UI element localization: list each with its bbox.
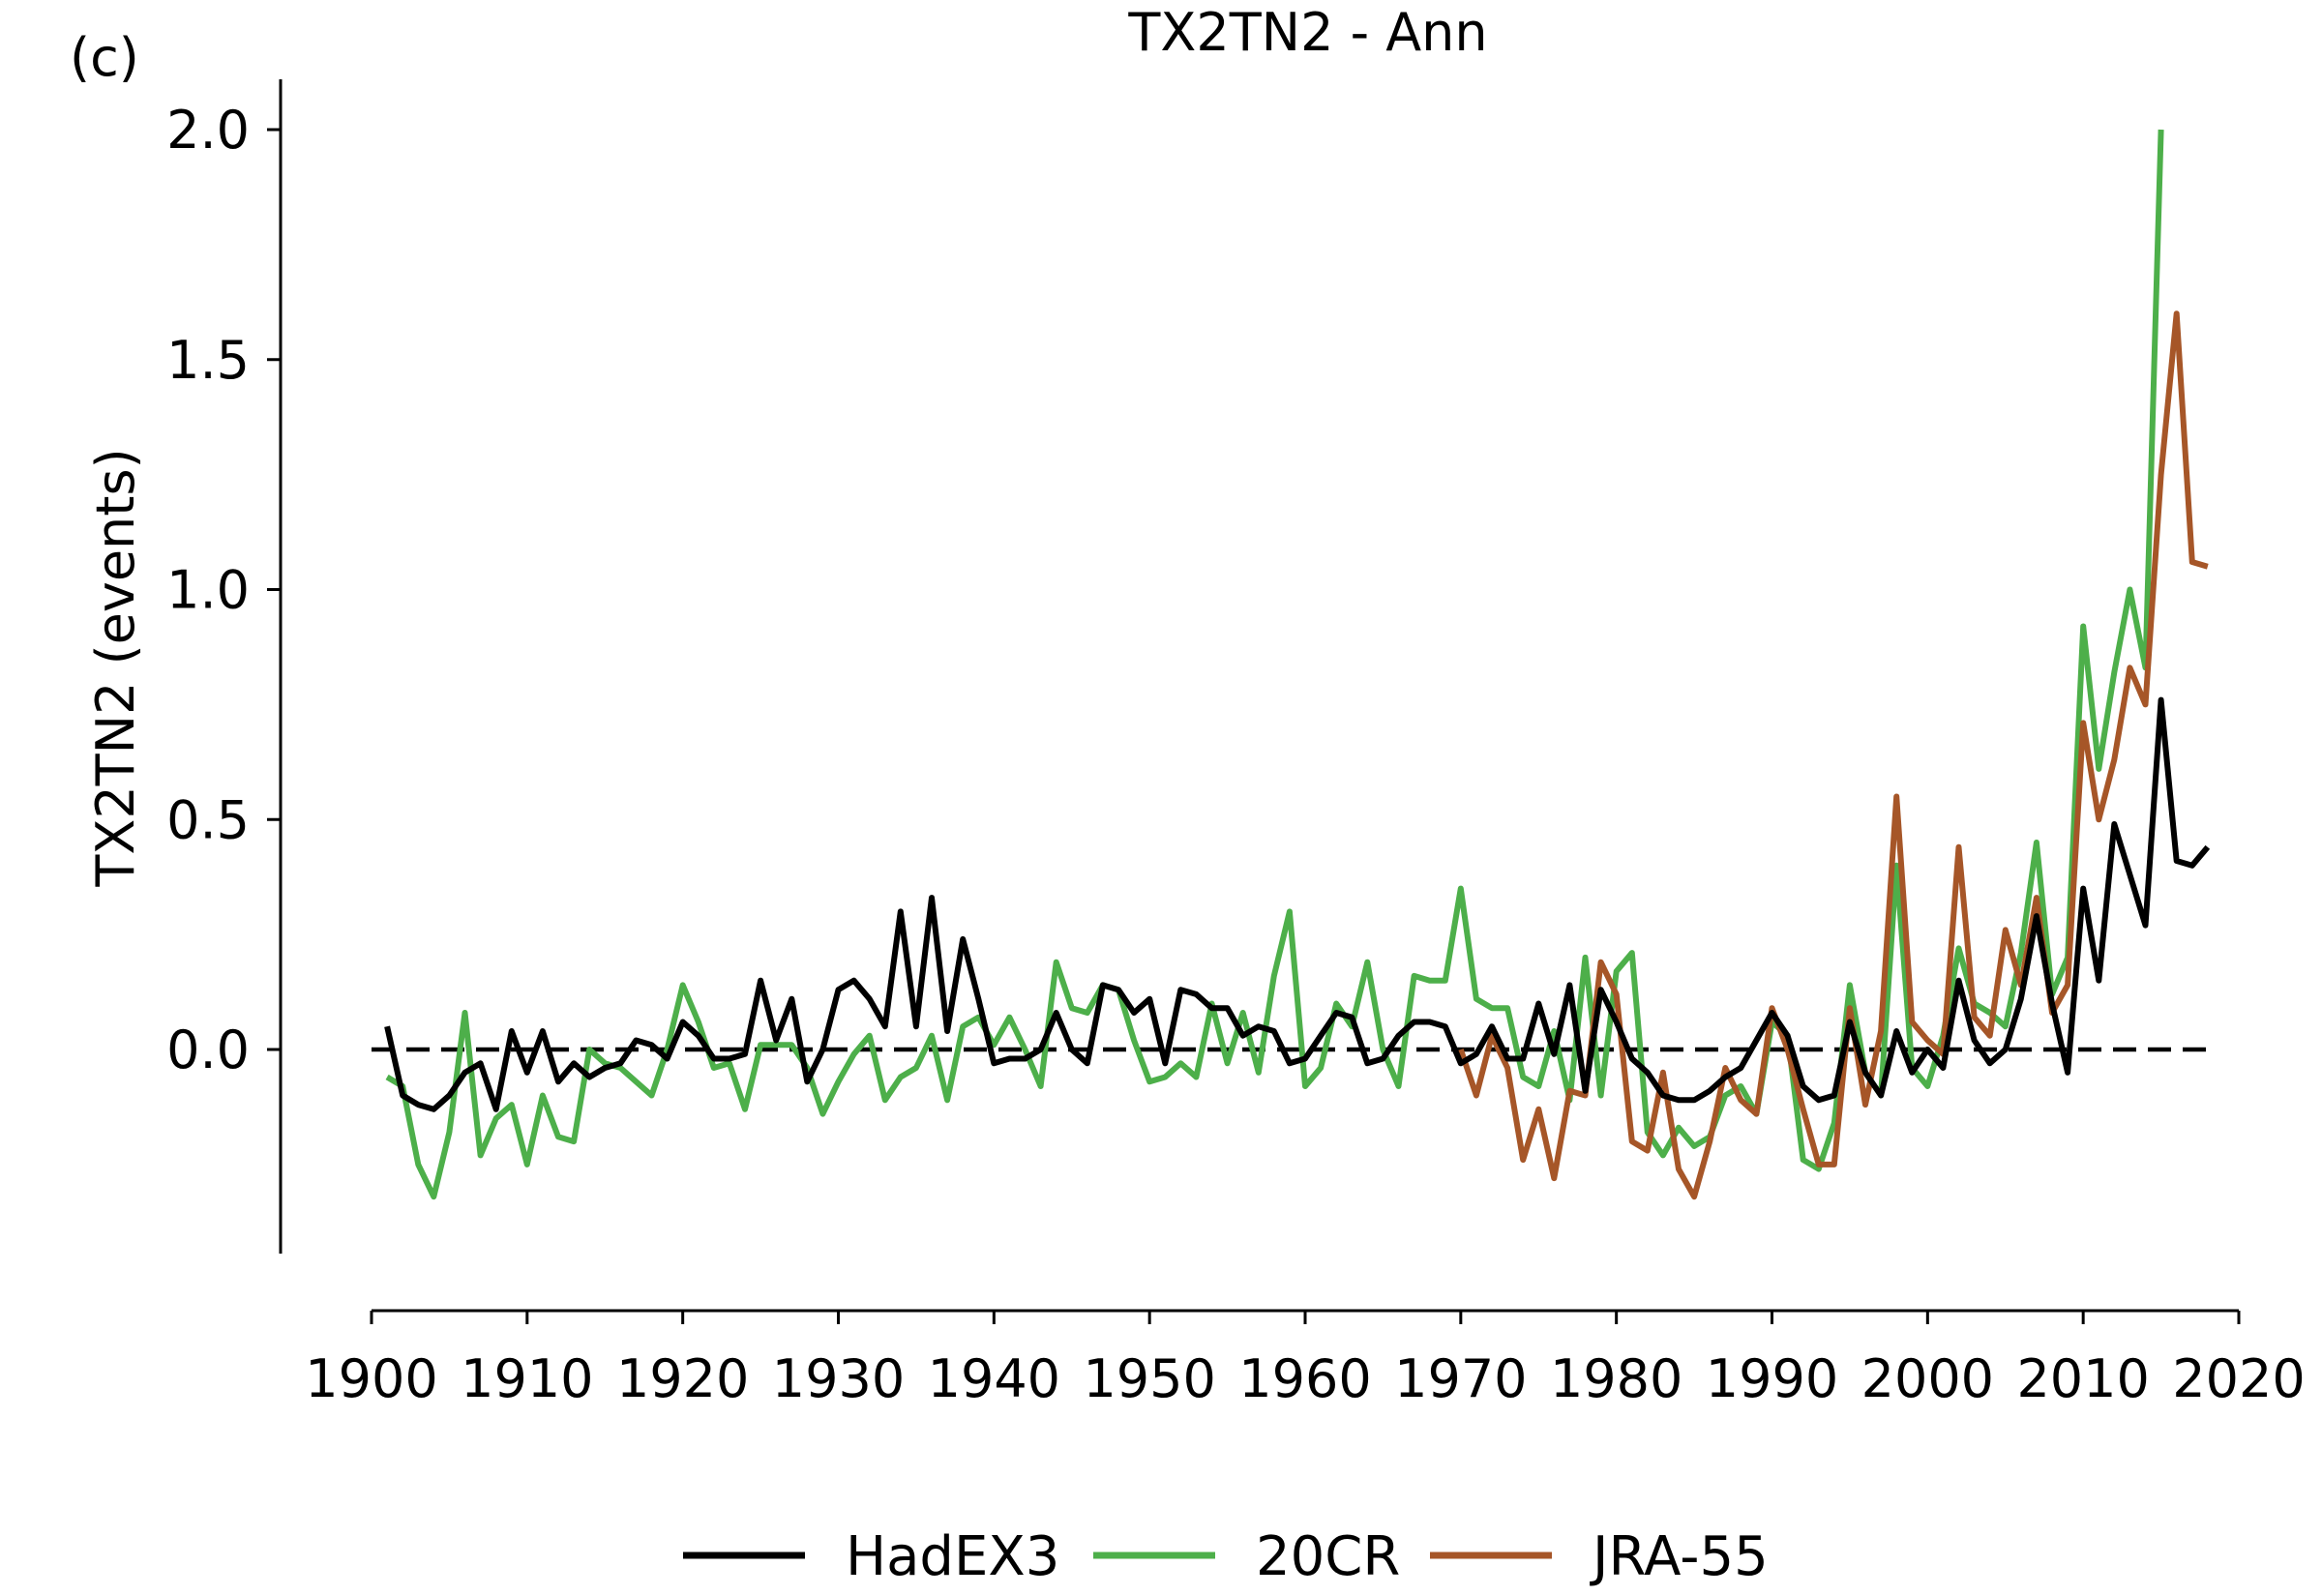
y-tick-label: 2.0 bbox=[166, 100, 250, 161]
series-line-hadex3 bbox=[384, 696, 2211, 1112]
x-tick-label: 1950 bbox=[1083, 1348, 1215, 1409]
y-tick-label: 1.0 bbox=[166, 560, 250, 621]
y-ticks: 0.0 0.5 1.0 1.5 2.0 bbox=[166, 100, 281, 1080]
x-tick-label: 1970 bbox=[1394, 1348, 1527, 1409]
x-tick-label: 1980 bbox=[1550, 1348, 1682, 1409]
legend-label-20cr: 20CR bbox=[1256, 1525, 1400, 1588]
y-tick-label: 1.5 bbox=[166, 330, 250, 391]
legend-item-hadex3: HadEX3 bbox=[683, 1525, 1059, 1588]
legend-label-jra55: JRA-55 bbox=[1590, 1525, 1769, 1588]
legend-label-hadex3: HadEX3 bbox=[846, 1525, 1059, 1588]
x-tick-label: 1900 bbox=[305, 1348, 437, 1409]
y-axis-label: TX2TN2 (events) bbox=[85, 448, 146, 887]
legend-item-jra55: JRA-55 bbox=[1430, 1525, 1769, 1588]
x-tick-label: 1940 bbox=[928, 1348, 1060, 1409]
x-tick-label: 1960 bbox=[1238, 1348, 1371, 1409]
series-line-jra55 bbox=[1457, 310, 2209, 1200]
x-ticks: 1900 1910 1920 1930 1940 1950 1960 1970 1980 1990… bbox=[305, 1311, 2306, 1409]
y-tick-label: 0.0 bbox=[166, 1020, 250, 1080]
series-layer bbox=[384, 129, 2211, 1200]
panel-label: (c) bbox=[70, 27, 139, 88]
legend-item-20cr: 20CR bbox=[1093, 1525, 1400, 1588]
x-tick-label: 1910 bbox=[461, 1348, 593, 1409]
chart-title: TX2TN2 - Ann bbox=[1127, 2, 1487, 63]
x-tick-label: 1930 bbox=[772, 1348, 905, 1409]
x-tick-label: 1990 bbox=[1706, 1348, 1838, 1409]
legend: HadEX3 20CR JRA-55 bbox=[683, 1525, 1769, 1588]
x-tick-label: 2010 bbox=[2016, 1348, 2149, 1409]
x-tick-label: 2000 bbox=[1861, 1348, 1994, 1409]
y-tick-label: 0.5 bbox=[166, 789, 250, 850]
x-tick-label: 2020 bbox=[2172, 1348, 2305, 1409]
x-tick-label: 1920 bbox=[616, 1348, 749, 1409]
